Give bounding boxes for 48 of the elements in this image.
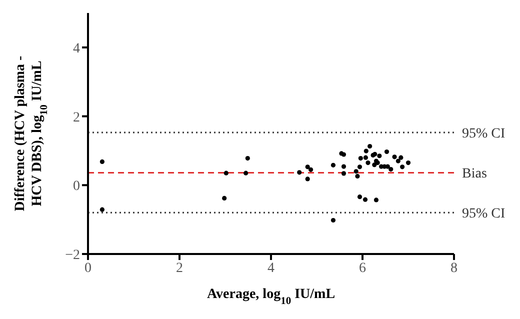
ref-line-label: 95% CI: [462, 126, 506, 142]
point: [374, 198, 379, 202]
point: [100, 207, 104, 212]
point: [341, 164, 346, 169]
point: [224, 170, 228, 176]
point: [363, 155, 368, 160]
point: [305, 176, 310, 182]
point: [297, 170, 302, 175]
point: [358, 156, 363, 161]
point: [357, 164, 362, 170]
point: [355, 174, 360, 178]
point: [384, 149, 390, 154]
point: [406, 160, 411, 166]
point: [305, 164, 310, 170]
point: [222, 196, 227, 201]
point: [377, 154, 382, 158]
point: [398, 155, 404, 160]
point: [388, 167, 394, 172]
point: [372, 162, 377, 168]
point: [368, 144, 372, 149]
x-tick-label: 8: [450, 260, 458, 276]
point: [330, 218, 336, 223]
point: [354, 169, 358, 174]
point: [362, 197, 368, 202]
point: [308, 167, 314, 172]
point: [392, 154, 397, 160]
point: [100, 159, 104, 164]
point: [341, 171, 346, 176]
y-tick-label: 4: [73, 41, 80, 56]
point: [364, 148, 368, 154]
y-tick-label: 0: [73, 179, 80, 194]
y-tick-label: −2: [65, 248, 80, 263]
point: [366, 160, 370, 166]
x-tick-label: 0: [84, 260, 92, 276]
point: [357, 194, 362, 200]
ref-line-label: 95% CI: [462, 206, 506, 222]
point: [245, 156, 250, 161]
point: [244, 170, 248, 176]
point: [400, 164, 405, 170]
x-tick-label: 4: [268, 260, 274, 276]
point: [341, 152, 346, 157]
point: [396, 158, 400, 164]
point: [330, 162, 336, 168]
ref-line-label: Bias: [462, 166, 487, 182]
x-tick-label: 2: [176, 260, 183, 276]
x-tick-label: 6: [359, 260, 366, 276]
x-axis-title: Average, log$_{10}$ IU/mL: [206, 287, 336, 306]
y-tick-label: 2: [73, 110, 80, 126]
